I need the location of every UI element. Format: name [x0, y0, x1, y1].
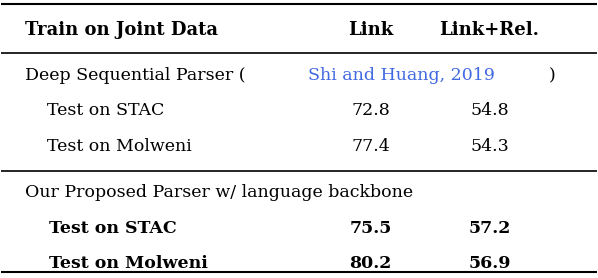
Text: Train on Joint Data: Train on Joint Data: [25, 21, 218, 39]
Text: 77.4: 77.4: [351, 138, 390, 155]
Text: Test on STAC: Test on STAC: [25, 220, 177, 237]
Text: 57.2: 57.2: [468, 220, 511, 237]
Text: 80.2: 80.2: [349, 255, 392, 272]
Text: 72.8: 72.8: [351, 103, 390, 120]
Text: Test on Molweni: Test on Molweni: [25, 255, 208, 272]
Text: 56.9: 56.9: [468, 255, 511, 272]
Text: Link+Rel.: Link+Rel.: [440, 21, 539, 39]
Text: Link: Link: [348, 21, 393, 39]
Text: 54.3: 54.3: [470, 138, 509, 155]
Text: Our Proposed Parser w/ language backbone: Our Proposed Parser w/ language backbone: [25, 184, 413, 202]
Text: 75.5: 75.5: [349, 220, 392, 237]
Text: Test on STAC: Test on STAC: [25, 103, 164, 120]
Text: Test on Molweni: Test on Molweni: [25, 138, 192, 155]
Text: Shi and Huang, 2019: Shi and Huang, 2019: [309, 67, 495, 84]
Text: ): ): [548, 67, 555, 84]
Text: Deep Sequential Parser (: Deep Sequential Parser (: [25, 67, 246, 84]
Text: 54.8: 54.8: [470, 103, 509, 120]
